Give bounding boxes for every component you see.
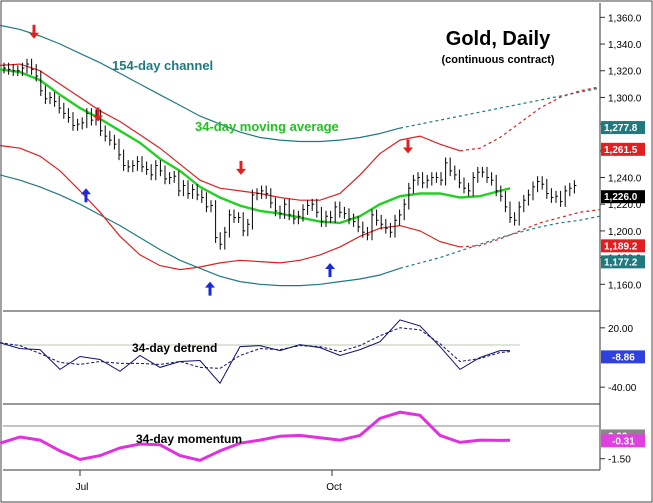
- series-1-lower-projection: [459, 209, 601, 248]
- x-tick-oct: Oct: [326, 482, 342, 493]
- price-bars: [3, 58, 577, 250]
- detrend-badge: -8.86: [601, 350, 645, 364]
- detrend-raw-line: [0, 319, 510, 385]
- y-tick-label: 1,320.0: [608, 67, 642, 78]
- buy-arrow-icon: [81, 188, 91, 203]
- price-badge: [601, 239, 645, 253]
- detrend-badge-label: -8.86: [612, 352, 635, 363]
- momentum-line: [0, 410, 511, 462]
- price-badge-label: 1,226.0: [604, 192, 638, 203]
- price-badge: [601, 142, 645, 156]
- momentum-title: 34-day momentum: [136, 432, 242, 446]
- series-0-upper: [0, 24, 401, 143]
- y-tick-label: 1,360.0: [608, 13, 642, 24]
- sell-arrow-icon: [29, 24, 39, 39]
- price-badge-label: 1,261.5: [604, 145, 638, 156]
- momentum-line: [0, 410, 511, 462]
- sell-arrow-icon: [403, 139, 413, 154]
- price-badge-label: 1,277.8: [604, 123, 638, 134]
- chart-title: Gold, Daily: [446, 28, 551, 50]
- detrend-title: 34-day detrend: [132, 341, 217, 355]
- y-tick-label: 1,240.0: [608, 174, 642, 185]
- series-1-lower: [0, 144, 461, 271]
- annotation-channel: 154-day channel: [112, 58, 213, 73]
- price-badge: [601, 255, 645, 269]
- y-tick-label: 1,200.0: [608, 227, 642, 238]
- buy-arrow-icon: [325, 262, 335, 277]
- y-tick-label: 1,220.0: [608, 200, 642, 211]
- series-0-lower: [0, 174, 401, 287]
- sell-arrow-icon: [236, 160, 246, 175]
- price-badge: [601, 121, 645, 135]
- price-badge: [601, 190, 645, 204]
- series-1-upper-projection: [459, 86, 601, 152]
- price-badge-label: 1,177.2: [604, 257, 638, 268]
- main-price-panel: 1,360.01,340.01,320.01,300.01,280.01,260…: [0, 13, 645, 296]
- momentum-badge-label: -0.31: [612, 436, 635, 447]
- annotation-moving-average: 34-day moving average: [195, 119, 339, 134]
- series-1-upper: [0, 63, 461, 201]
- momentum-tick-label: -1.50: [608, 455, 631, 466]
- price-badge-label: 1,189.2: [604, 241, 638, 252]
- buy-arrow-icon: [205, 281, 215, 296]
- momentum-y-axis: -1.50: [600, 455, 631, 466]
- momentum-badge-box: [601, 434, 645, 448]
- x-axis: Jul Oct: [76, 470, 342, 493]
- main-badges: 1,277.8 1,261.5 1,226.0 1,189.2 1,177.2: [601, 121, 645, 268]
- detrend-lines: [0, 319, 511, 385]
- chart-subtitle: (continuous contract): [441, 54, 554, 66]
- sell-arrow-icon: [93, 107, 103, 122]
- detrend-badge-box: [601, 350, 645, 364]
- detrend-smooth-line: [0, 327, 511, 369]
- series-0-lower-projection: [399, 215, 601, 269]
- momentum-panel: -1.50 34-day momentum 0.00-0.31: [0, 410, 645, 466]
- y-tick-label: 1,160.0: [608, 280, 642, 291]
- y-tick-label: 1,300.0: [608, 93, 642, 104]
- y-tick-label: 1,340.0: [608, 40, 642, 51]
- signal-arrows: [29, 24, 413, 296]
- detrend-tick-label: 20.00: [608, 324, 633, 335]
- detrend-panel: 20.00 -40.00 34-day detrend -8.86: [0, 319, 645, 394]
- x-tick-jul: Jul: [76, 482, 89, 493]
- detrend-y-axis: 20.00 -40.00: [600, 324, 637, 394]
- detrend-tick-label: -40.00: [608, 383, 637, 394]
- momentum-badge: 0.00-0.31: [601, 429, 645, 448]
